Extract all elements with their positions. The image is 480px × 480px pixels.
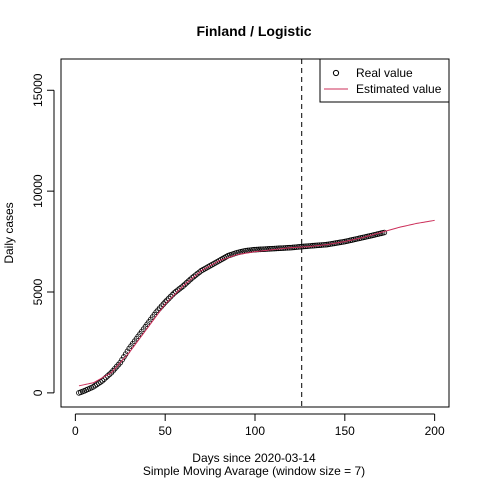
real-value-point [187,276,194,283]
real-value-point [99,377,106,384]
x-axis-label: Days since 2020-03-14 [192,451,316,465]
real-value-point [182,281,188,288]
y-tick-label: 10000 [31,174,45,208]
real-value-point [117,359,124,366]
real-value-point [180,283,186,289]
legend-label-estimated: Estimated value [356,82,442,96]
real-value-point [189,275,195,281]
y-axis: 0 5000 10000 15000 [31,73,55,396]
real-value-point [273,245,280,252]
real-value-point [106,371,113,378]
legend-box [319,58,450,103]
x-tick-label: 100 [245,424,265,438]
real-value-point [191,273,197,280]
x-tick-label: 50 [159,424,173,438]
legend-label-real: Real value [356,66,413,80]
real-value-point [257,246,264,253]
y-tick-label: 15000 [31,73,45,107]
estimated-value-line [78,219,435,387]
x-tick-label: 200 [425,424,445,438]
x-axis: 0 50 100 150 200 [72,413,445,438]
real-value-point [266,246,273,252]
real-value-point [119,356,125,363]
real-value-point [268,245,274,252]
y-tick-label: 5000 [31,278,45,305]
real-value-point [173,288,179,295]
y-axis-label: Daily cases [2,202,16,263]
real-value-point [255,246,262,253]
legend-marker-real [332,69,340,77]
real-value-point [185,278,192,284]
plot-area [76,59,435,407]
real-value-point [261,246,267,252]
real-value-point [194,270,201,277]
x-tick-label: 150 [335,424,355,438]
real-value-point [121,354,127,360]
x-tick-label: 0 [72,424,79,438]
real-value-point [264,246,271,252]
real-value-point [270,245,276,252]
real-value-point [174,287,181,293]
real-value-point [183,279,190,286]
x-axis-sublabel: Simple Moving Avarage (window size = 7) [143,464,365,478]
real-value-point [192,272,199,278]
plot-frame [60,58,450,408]
real-value-point [259,246,265,253]
y-tick-label: 0 [31,389,45,396]
real-value-point [178,284,185,291]
real-value-point [176,285,183,292]
real-value-point [271,245,278,252]
chart-title: Finland / Logistic [196,23,311,39]
legend: Real value Estimated value [319,58,450,103]
real-value-point [262,246,269,252]
